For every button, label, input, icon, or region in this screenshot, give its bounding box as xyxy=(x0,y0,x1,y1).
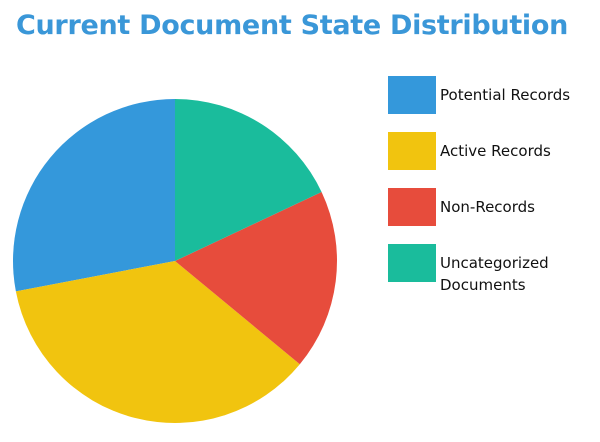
legend-label: Active Records xyxy=(440,142,551,160)
pie-area xyxy=(13,99,337,424)
pie-slice xyxy=(175,99,322,261)
legend-item: Potential Records xyxy=(388,76,598,132)
legend-swatch xyxy=(388,132,436,170)
legend: Potential Records Active Records Non-Recor… xyxy=(388,76,598,300)
legend-item: Active Records xyxy=(388,132,598,188)
legend-label: Non-Records xyxy=(440,198,535,216)
legend-label: Potential Records xyxy=(440,86,571,104)
legend-label: Uncategorized Documents xyxy=(440,254,549,294)
legend-swatch xyxy=(388,244,436,282)
pie-slice xyxy=(175,192,337,365)
chart-title: Current Document State Distribution xyxy=(16,10,569,41)
legend-swatch xyxy=(388,76,436,114)
legend-item: Uncategorized Documents xyxy=(388,244,598,300)
pie-slice xyxy=(15,261,300,424)
legend-item: Non-Records xyxy=(388,188,598,244)
pie-slice xyxy=(13,99,176,292)
legend-swatch xyxy=(388,188,436,226)
